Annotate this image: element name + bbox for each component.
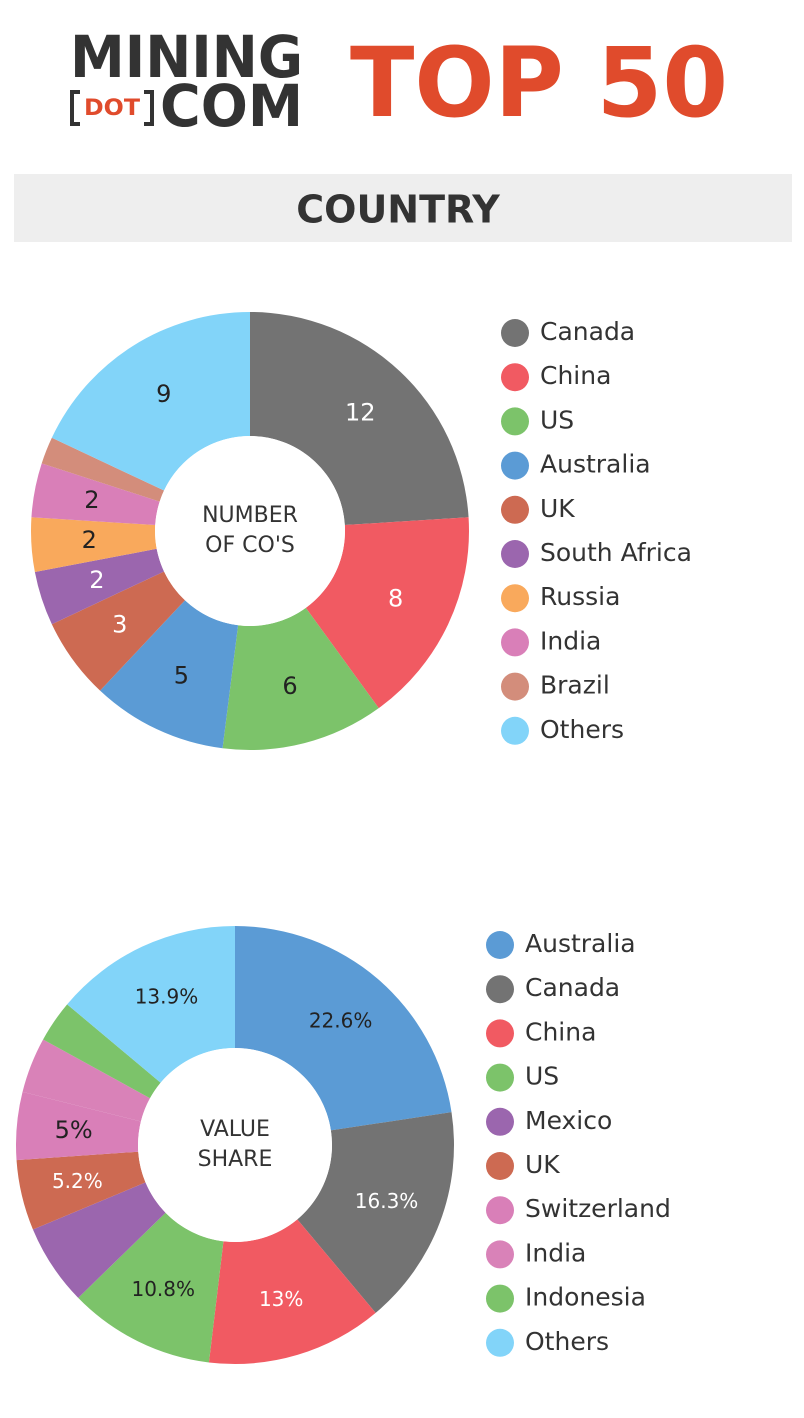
legend-label: South Africa — [540, 538, 692, 567]
logo-dot: DOT — [84, 96, 140, 121]
legend-swatch — [486, 1240, 514, 1269]
center-label: OF CO'S — [205, 533, 295, 558]
slice-label: 5 — [174, 662, 189, 690]
slice-label: 22.6% — [309, 1009, 373, 1033]
logo-com: COM — [160, 72, 303, 140]
slice — [31, 463, 160, 526]
slice-label: 8 — [388, 585, 403, 613]
slice — [51, 312, 250, 491]
legend-swatch — [486, 1019, 514, 1048]
legend-swatch — [486, 1152, 514, 1180]
slice — [43, 1004, 161, 1099]
legend-label: Canada — [525, 973, 620, 1002]
legend-swatch — [486, 931, 514, 959]
section-bar — [14, 174, 792, 242]
legend-label: India — [525, 1238, 586, 1267]
slice — [32, 1182, 166, 1298]
slice — [235, 926, 452, 1131]
legend-swatch — [501, 495, 529, 524]
slice-label: 10.8% — [131, 1277, 195, 1301]
slice — [51, 571, 185, 691]
legend-label: China — [525, 1017, 596, 1046]
logo-mining: MINING — [70, 23, 303, 91]
slice — [78, 1212, 224, 1363]
slice — [297, 1112, 454, 1313]
legend-label: Canada — [540, 317, 635, 346]
legend-swatch — [501, 672, 529, 701]
legend-label: UK — [525, 1150, 560, 1179]
center-label: NUMBER — [202, 503, 298, 528]
legend-swatch — [501, 407, 529, 436]
legend-swatch — [501, 363, 529, 392]
slice-label: 9 — [156, 380, 171, 408]
legend-label: Others — [525, 1327, 609, 1356]
slice — [208, 1219, 376, 1364]
legend-label: India — [540, 626, 601, 655]
slice — [305, 517, 469, 709]
slice-label: 6 — [282, 672, 297, 700]
legend-label: Mexico — [525, 1106, 612, 1135]
slice-label: 3 — [112, 611, 127, 639]
slice-label: 5.2% — [52, 1169, 103, 1193]
slice — [41, 437, 165, 502]
donut-hole — [155, 436, 345, 626]
legend-swatch — [486, 975, 514, 1004]
legend-swatch — [486, 1328, 514, 1357]
legend-swatch — [486, 1063, 514, 1092]
slice-label: 16.3% — [355, 1189, 419, 1213]
legend-label: Australia — [540, 450, 651, 479]
legend-label: Switzerland — [525, 1194, 671, 1223]
slice-label: 2 — [82, 526, 97, 554]
slice — [31, 517, 157, 573]
slice-label: 5% — [55, 1116, 93, 1144]
center-label: VALUE — [200, 1117, 270, 1142]
legend-label: UK — [540, 494, 575, 523]
center-label: SHARE — [198, 1147, 273, 1172]
legend-label: Russia — [540, 582, 620, 611]
legend-swatch — [501, 540, 529, 568]
slice — [100, 600, 239, 749]
legend-label: US — [525, 1062, 559, 1091]
legend-label: Australia — [525, 929, 636, 958]
slice — [34, 548, 165, 625]
slice-label: 2 — [84, 486, 99, 514]
legend-label: Others — [540, 715, 624, 744]
legend-swatch — [501, 584, 529, 613]
slice — [250, 312, 469, 526]
slice — [222, 607, 379, 750]
slice — [22, 1039, 150, 1122]
legend-swatch — [501, 319, 529, 347]
section-title: COUNTRY — [296, 188, 500, 232]
legend-swatch — [486, 1196, 514, 1225]
slice-label: 12 — [345, 399, 376, 427]
logo-brackets — [70, 90, 154, 126]
slice-label: 13% — [259, 1287, 303, 1311]
slice — [15, 1091, 141, 1161]
legend-swatch — [486, 1284, 514, 1313]
legend-swatch — [501, 451, 529, 480]
legend-swatch — [501, 716, 529, 745]
legend-swatch — [486, 1107, 514, 1136]
legend-swatch — [501, 628, 529, 657]
slice-label: 13.9% — [135, 985, 199, 1009]
slice-label: 2 — [89, 566, 104, 594]
page-title: TOP 50 — [350, 27, 728, 139]
slice — [67, 926, 235, 1083]
legend-label: US — [540, 405, 574, 434]
donut-hole — [138, 1048, 332, 1242]
legend-label: Brazil — [540, 671, 610, 700]
legend-label: Indonesia — [525, 1283, 646, 1312]
legend-label: China — [540, 361, 611, 390]
slice — [16, 1151, 146, 1230]
